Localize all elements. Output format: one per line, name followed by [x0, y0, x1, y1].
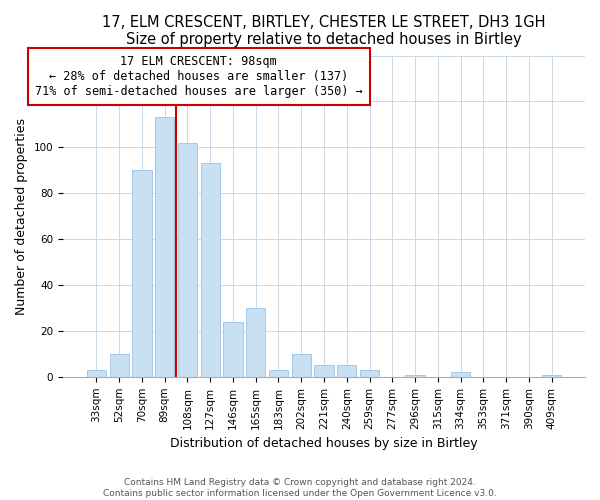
Bar: [155, 118, 175, 377]
Bar: [451, 372, 470, 377]
Bar: [87, 370, 106, 377]
Text: Contains HM Land Registry data © Crown copyright and database right 2024.
Contai: Contains HM Land Registry data © Crown c…: [103, 478, 497, 498]
Y-axis label: Number of detached properties: Number of detached properties: [15, 118, 28, 314]
Bar: [200, 164, 220, 377]
Bar: [542, 374, 561, 377]
Bar: [406, 374, 425, 377]
Bar: [246, 308, 265, 377]
Bar: [360, 370, 379, 377]
Text: 17 ELM CRESCENT: 98sqm
← 28% of detached houses are smaller (137)
71% of semi-de: 17 ELM CRESCENT: 98sqm ← 28% of detached…: [35, 54, 363, 98]
Bar: [314, 366, 334, 377]
Bar: [337, 366, 356, 377]
Bar: [132, 170, 152, 377]
Bar: [178, 142, 197, 377]
Bar: [292, 354, 311, 377]
X-axis label: Distribution of detached houses by size in Birtley: Distribution of detached houses by size …: [170, 437, 478, 450]
Bar: [110, 354, 129, 377]
Bar: [223, 322, 242, 377]
Bar: [269, 370, 288, 377]
Title: 17, ELM CRESCENT, BIRTLEY, CHESTER LE STREET, DH3 1GH
Size of property relative : 17, ELM CRESCENT, BIRTLEY, CHESTER LE ST…: [102, 15, 546, 48]
